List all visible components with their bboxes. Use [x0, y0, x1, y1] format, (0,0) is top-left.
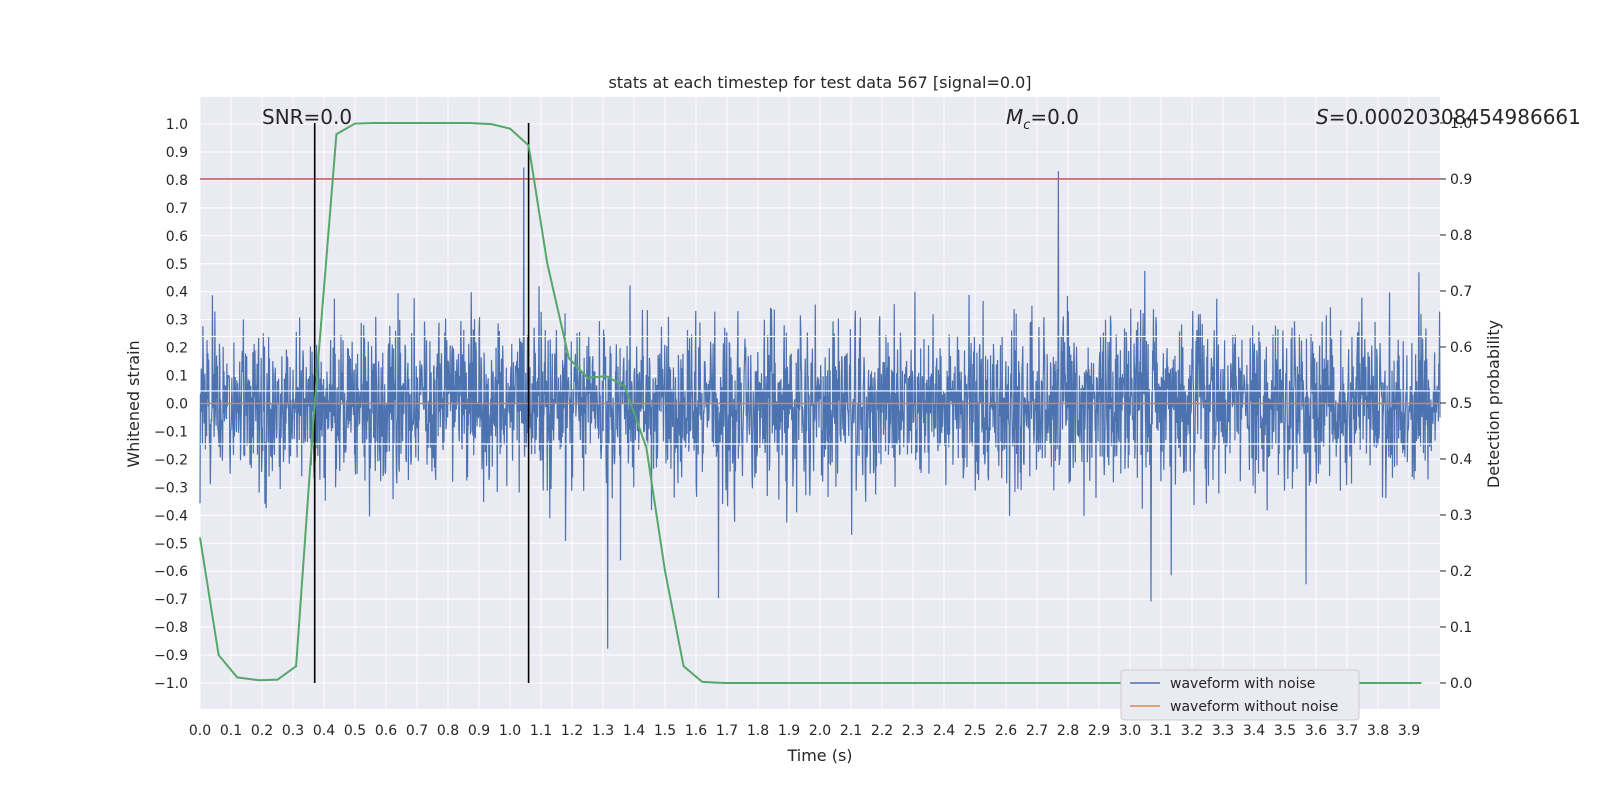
x-tick-label: 3.5	[1274, 723, 1296, 739]
y-tick-label-right: 0.1	[1450, 620, 1472, 636]
x-tick-label: 0.7	[406, 723, 428, 739]
x-tick-label: 1.8	[747, 723, 769, 739]
legend-label-waveform-without-noise: waveform without noise	[1170, 699, 1338, 715]
x-tick-label: 2.1	[840, 723, 862, 739]
y-tick-label-left: −0.9	[154, 648, 188, 664]
y-tick-label-left: 0.1	[166, 369, 188, 385]
y-tick-label-left: −0.6	[154, 564, 188, 580]
y-axis-right-ticks: 1.0 0.9 0.8 0.7 0.6 0.5 0.4 0.3 0.2 0.1 0.0	[1440, 116, 1472, 692]
x-tick-label: 1.9	[778, 723, 800, 739]
y-tick-label-left: 1.0	[166, 117, 188, 133]
s-symbol: S	[1316, 105, 1329, 129]
x-tick-label: 0.2	[251, 723, 273, 739]
y-tick-label-left: −0.8	[154, 620, 188, 636]
x-tick-label: 3.1	[1150, 723, 1172, 739]
y-tick-label-left: 0.4	[166, 285, 188, 301]
y-tick-label-left: −1.0	[154, 676, 188, 692]
legend-box	[1120, 669, 1360, 721]
x-tick-label: 0.3	[282, 723, 304, 739]
x-tick-label: 0.4	[313, 723, 335, 739]
y-axis-right-label: Detection probability	[1484, 320, 1503, 488]
x-tick-label: 3.7	[1336, 723, 1358, 739]
x-tick-label: 3.6	[1305, 723, 1327, 739]
y-axis-left-ticks: 1.0 0.9 0.8 0.7 0.6 0.5 0.4 0.3 0.2 0.1 0.0 −0.1 −0.…	[154, 117, 188, 692]
y-tick-label-right: 0.8	[1450, 228, 1472, 244]
x-tick-label: 2.3	[902, 723, 924, 739]
y-tick-label-right: 0.6	[1450, 340, 1472, 356]
y-tick-label-left: 0.6	[166, 229, 188, 245]
y-tick-label-left: 0.3	[166, 313, 188, 329]
highlight-lines	[200, 335, 1440, 445]
y-tick-label-right: 0.0	[1450, 676, 1472, 692]
y-tick-label-left: −0.1	[154, 424, 188, 440]
x-tick-label: 3.4	[1243, 723, 1265, 739]
x-axis-ticks: 0.0 0.1 0.2 0.3 0.4 0.5 0.6 0.7 0.8 0.9 1.0 1.1 1.2 1…	[189, 723, 1420, 739]
y-tick-label-left: 0.5	[166, 257, 188, 273]
snr-annotation: SNR=0.0	[262, 105, 352, 129]
x-tick-label: 2.4	[933, 723, 955, 739]
y-tick-label-left: 0.9	[166, 145, 188, 161]
x-tick-label: 2.2	[871, 723, 893, 739]
x-axis-label: Time (s)	[786, 746, 852, 765]
legend-label-waveform-with-noise: waveform with noise	[1170, 676, 1315, 692]
y-tick-label-right: 0.7	[1450, 284, 1472, 300]
mc-symbol: M	[1006, 105, 1023, 129]
y-tick-label-right: 0.5	[1450, 396, 1472, 412]
x-tick-label: 3.2	[1181, 723, 1203, 739]
x-tick-label: 0.6	[375, 723, 397, 739]
y-tick-label-right: 0.3	[1450, 508, 1472, 524]
x-tick-label: 0.9	[468, 723, 490, 739]
x-tick-label: 1.2	[561, 723, 583, 739]
y-tick-label-left: 0.8	[166, 173, 188, 189]
x-tick-label: 2.5	[964, 723, 986, 739]
x-tick-label: 0.0	[189, 723, 211, 739]
y-tick-label-left: −0.4	[154, 508, 188, 524]
y-tick-label-right: 0.4	[1450, 452, 1472, 468]
x-tick-label: 2.9	[1088, 723, 1110, 739]
x-tick-label: 3.3	[1212, 723, 1234, 739]
y-tick-label-right: 0.2	[1450, 564, 1472, 580]
x-tick-label: 0.8	[437, 723, 459, 739]
x-tick-label: 1.0	[499, 723, 521, 739]
y-axis-left-label: Whitened strain	[124, 340, 143, 467]
x-tick-label: 1.7	[716, 723, 738, 739]
y-tick-label-right: 1.0	[1450, 116, 1472, 132]
x-tick-label: 1.5	[654, 723, 676, 739]
x-tick-label: 1.3	[592, 723, 614, 739]
mc-subscript: c	[1023, 118, 1030, 133]
x-tick-label: 3.9	[1398, 723, 1420, 739]
y-tick-label-left: 0.2	[166, 341, 188, 357]
x-tick-label: 0.5	[344, 723, 366, 739]
x-tick-label: 2.8	[1057, 723, 1079, 739]
x-tick-label: 2.6	[995, 723, 1017, 739]
legend: waveform with noise waveform without noi…	[1120, 669, 1360, 721]
x-tick-label: 0.1	[220, 723, 242, 739]
y-tick-label-right: 0.9	[1450, 172, 1472, 188]
x-tick-label: 1.1	[530, 723, 552, 739]
mc-annotation: Mc=0.0	[1006, 105, 1079, 133]
x-tick-label: 3.8	[1367, 723, 1389, 739]
y-tick-label-left: 0.0	[166, 397, 188, 413]
y-tick-label-left: −0.3	[154, 480, 188, 496]
x-tick-label: 3.0	[1119, 723, 1141, 739]
series-detection-probability	[199, 122, 1422, 684]
y-tick-label-left: −0.2	[154, 452, 188, 468]
x-tick-label: 1.6	[685, 723, 707, 739]
x-tick-label: 2.0	[809, 723, 831, 739]
y-tick-label-left: −0.7	[154, 592, 188, 608]
s-annotation: S=0.00020308454986661	[1316, 105, 1581, 129]
series-waveform-with-noise	[199, 167, 1441, 649]
s-value: =0.00020308454986661	[1329, 105, 1581, 129]
mc-value: =0.0	[1030, 105, 1079, 129]
y-tick-label-left: 0.7	[166, 201, 188, 217]
chart-title: stats at each timestep for test data 567…	[608, 73, 1031, 92]
y-tick-label-left: −0.5	[154, 536, 188, 552]
x-tick-label: 2.7	[1026, 723, 1048, 739]
x-tick-label: 1.4	[623, 723, 645, 739]
